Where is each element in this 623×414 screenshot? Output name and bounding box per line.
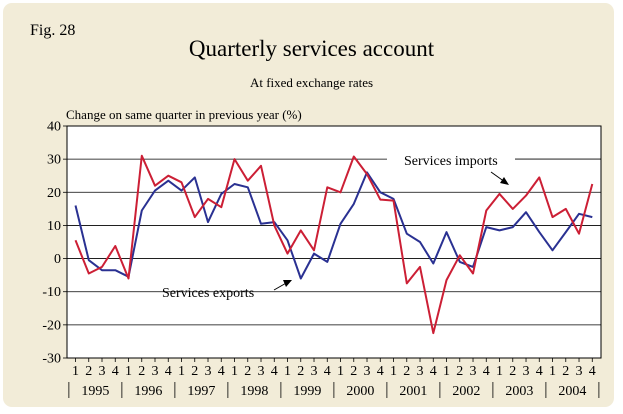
year-label: 1996 (134, 384, 162, 399)
quarter-label: 4 (536, 364, 543, 379)
y-tick-label: -30 (42, 352, 61, 367)
quarter-label: 4 (483, 364, 490, 379)
services-imports-line (74, 154, 594, 335)
quarter-label: 2 (456, 364, 463, 379)
services-imports-arrowhead (500, 177, 509, 185)
quarter-label: 2 (85, 364, 92, 379)
quarter-label: 3 (152, 364, 159, 379)
y-tick-label: 0 (54, 252, 61, 267)
quarter-label: 1 (231, 364, 238, 379)
quarter-label: 3 (417, 364, 424, 379)
y-axis-ticks: 40 30 20 10 0 -10 -20 -30 (42, 120, 67, 367)
chart-title: Quarterly services account (188, 36, 435, 61)
year-label: 2002 (452, 384, 480, 399)
quarter-label: 4 (218, 364, 225, 379)
quarter-label: 2 (191, 364, 198, 379)
quarter-label: 4 (589, 364, 596, 379)
quarter-label: 2 (562, 364, 569, 379)
y-tick-label: 30 (47, 153, 61, 168)
annotations: Services imports Services exports (162, 153, 601, 301)
quarter-label: 3 (576, 364, 583, 379)
year-label: 1999 (293, 384, 321, 399)
y-tick-label: 10 (47, 219, 61, 234)
chart-subtitle: At fixed exchange rates (249, 75, 374, 90)
quarter-label: 4 (324, 364, 331, 379)
quarter-label: 1 (72, 364, 79, 379)
quarter-label: 1 (496, 364, 503, 379)
quarter-label: 2 (509, 364, 516, 379)
quarter-label: 3 (523, 364, 530, 379)
quarter-label: 2 (297, 364, 304, 379)
quarter-label: 4 (271, 364, 278, 379)
quarter-label: 3 (205, 364, 212, 379)
y-tick-label: 40 (47, 120, 61, 135)
services-exports-arrowhead (283, 280, 292, 287)
plot-frame (66, 125, 602, 359)
quarter-label: 1 (284, 364, 291, 379)
label-backdrop (387, 153, 515, 166)
quarter-label: 4 (377, 364, 384, 379)
services-imports-label: Services imports (404, 154, 498, 169)
y-axis-label: Change on same quarter in previous year … (66, 107, 302, 122)
year-label: 1997 (187, 384, 215, 399)
year-label: 2004 (558, 384, 586, 399)
quarter-label: 3 (311, 364, 318, 379)
quarter-label: 3 (364, 364, 371, 379)
y-tick-label: 20 (47, 186, 61, 201)
quarter-label: 4 (165, 364, 172, 379)
quarter-label: 4 (430, 364, 437, 379)
quarter-label: 3 (99, 364, 106, 379)
quarter-label: 3 (258, 364, 265, 379)
quarter-label: 4 (112, 364, 119, 379)
y-tick-label: -10 (42, 285, 61, 300)
quarter-label: 1 (390, 364, 397, 379)
figure-label: Fig. 28 (30, 22, 76, 39)
quarter-label: 1 (178, 364, 185, 379)
year-label: 1998 (240, 384, 268, 399)
quarter-label: 3 (470, 364, 477, 379)
quarter-label: 2 (138, 364, 145, 379)
series-lines (74, 154, 594, 335)
services-exports-label: Services exports (162, 286, 254, 301)
quarter-label: 1 (549, 364, 556, 379)
quarter-label: 1 (337, 364, 344, 379)
quarter-label: 2 (350, 364, 357, 379)
year-label: 2000 (346, 384, 374, 399)
quarter-label: 1 (125, 364, 132, 379)
quarter-label: 2 (244, 364, 251, 379)
y-tick-label: -20 (42, 318, 61, 333)
services-exports-line (74, 171, 593, 280)
quarter-label: 2 (403, 364, 410, 379)
year-label: 2001 (399, 384, 427, 399)
year-label: 2003 (505, 384, 533, 399)
quarter-label: 1 (443, 364, 450, 379)
year-label: 1995 (81, 384, 109, 399)
